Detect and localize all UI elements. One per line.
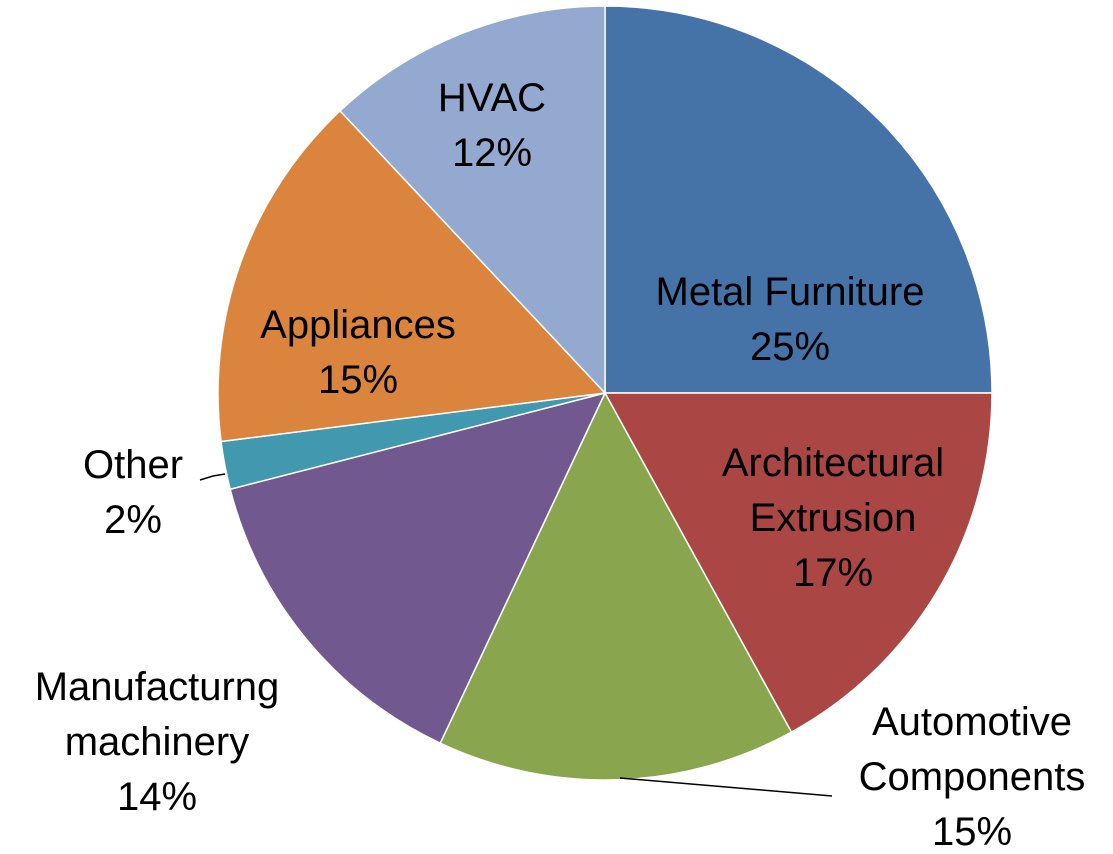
pie-slice <box>217 109 607 443</box>
data-label: Automotive Components 15% <box>832 695 1112 854</box>
data-label: Metal Furniture 25% <box>590 265 990 375</box>
pie-slice <box>339 5 606 395</box>
category-label: Other <box>82 442 184 487</box>
leader-line <box>619 777 833 797</box>
pie-slice <box>604 5 993 394</box>
percent-label: 15% <box>317 357 399 402</box>
percent-label: 17% <box>792 550 874 595</box>
category-label: HVAC <box>437 75 547 120</box>
category-label: Appliances <box>260 302 456 347</box>
data-label: Other 2% <box>63 438 203 548</box>
percent-label: 12% <box>451 130 533 175</box>
category-label: Manufacturng machinery <box>34 664 280 764</box>
percent-label: 25% <box>749 324 831 369</box>
leader-line <box>199 473 226 481</box>
data-label: Manufacturng machinery 14% <box>7 660 307 825</box>
pie-slice <box>603 392 993 734</box>
percent-label: 15% <box>931 809 1013 854</box>
percent-label: 14% <box>116 774 198 819</box>
pie-slice <box>439 391 793 781</box>
pie-slice <box>229 391 607 745</box>
percent-label: 2% <box>104 497 162 542</box>
data-label: Appliances 15% <box>228 298 488 408</box>
category-label: Automotive Components <box>858 699 1086 799</box>
category-label: Metal Furniture <box>655 269 925 314</box>
data-label: Architectural Extrusion 17% <box>688 436 978 601</box>
category-label: Architectural Extrusion <box>721 440 945 540</box>
data-label: HVAC 12% <box>392 71 592 181</box>
